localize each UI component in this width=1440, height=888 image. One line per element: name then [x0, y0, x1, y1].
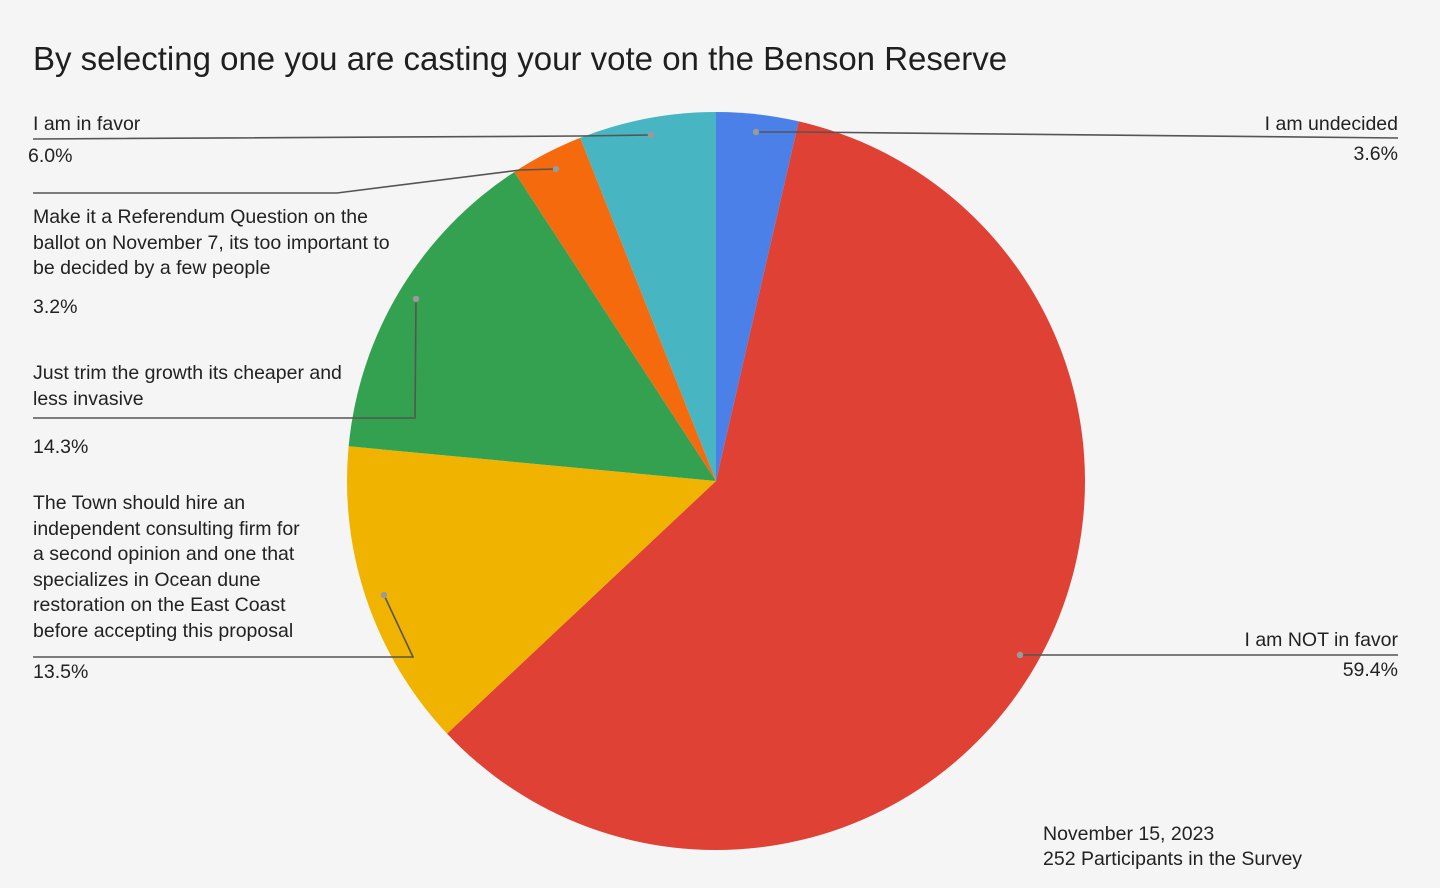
anchor-dot-referendum — [552, 165, 560, 173]
leader-line-in-favor — [32, 134, 652, 140]
slice-not-in-favor — [447, 121, 1085, 850]
slice-label-consulting-firm-line-5: restoration on the East Coast — [33, 594, 286, 616]
slice-label-consulting-firm-line-6: before accepting this proposal — [33, 619, 294, 642]
survey-footnote: November 15, 2023 252 Participants in th… — [1043, 822, 1302, 872]
anchor-dot-consulting-firm — [380, 591, 388, 599]
slice-label-referendum-line-1: Make it a Referendum Question on the — [33, 206, 368, 228]
slice-undecided — [716, 112, 799, 481]
slice-label-consulting-firm: The Town should hire an independent cons… — [33, 491, 300, 644]
slice-in-favor — [580, 112, 716, 481]
anchor-dot-undecided — [752, 128, 760, 136]
slice-value-trim-growth: 14.3% — [33, 436, 89, 458]
slice-label-referendum-line-3: be decided by a few people — [33, 257, 271, 279]
slice-label-not-in-favor: I am NOT in favor — [1244, 629, 1398, 651]
slice-label-trim-growth-line-1: Just trim the growth its cheaper and — [33, 362, 342, 384]
anchor-dot-trim-growth — [412, 295, 420, 303]
slice-trim-growth — [348, 171, 716, 481]
chart-title: By selecting one you are casting your vo… — [33, 40, 1008, 77]
slice-label-referendum: Make it a Referendum Question on the bal… — [33, 205, 390, 282]
slice-value-in-favor: 6.0% — [28, 145, 73, 167]
leader-line-consulting-firm — [33, 594, 415, 658]
leader-line-undecided — [756, 131, 1399, 139]
label-leader-lines — [32, 128, 1399, 659]
slice-label-consulting-firm-line-3: a second opinion and one that — [33, 543, 295, 565]
slice-label-undecided: I am undecided — [1264, 113, 1398, 135]
anchor-dot-not-in-favor — [1016, 651, 1024, 659]
slice-value-consulting-firm: 13.5% — [33, 661, 89, 683]
slice-label-referendum-line-2: ballot on November 7, its too important … — [33, 231, 390, 254]
slice-value-referendum: 3.2% — [33, 296, 78, 318]
leader-line-trim-growth — [33, 298, 417, 419]
slice-label-trim-growth-line-2: less invasive — [33, 387, 144, 410]
pie-slices — [347, 112, 1085, 850]
slice-label-consulting-firm-line-4: specializes in Ocean dune — [33, 568, 261, 591]
slice-label-consulting-firm-line-2: independent consulting firm for — [33, 517, 300, 540]
slice-label-trim-growth: Just trim the growth its cheaper and les… — [33, 361, 342, 412]
survey-date: November 15, 2023 — [1043, 823, 1215, 845]
slice-label-consulting-firm-line-1: The Town should hire an — [33, 492, 246, 514]
slice-value-undecided: 3.6% — [1353, 143, 1398, 165]
slice-referendum — [514, 137, 716, 481]
leader-line-referendum — [33, 168, 557, 194]
slice-consulting-firm — [347, 446, 716, 734]
slice-value-not-in-favor: 59.4% — [1342, 659, 1398, 681]
anchor-dot-in-favor — [647, 131, 655, 139]
slice-label-in-favor: I am in favor — [33, 113, 141, 135]
survey-participants: 252 Participants in the Survey — [1043, 848, 1303, 870]
